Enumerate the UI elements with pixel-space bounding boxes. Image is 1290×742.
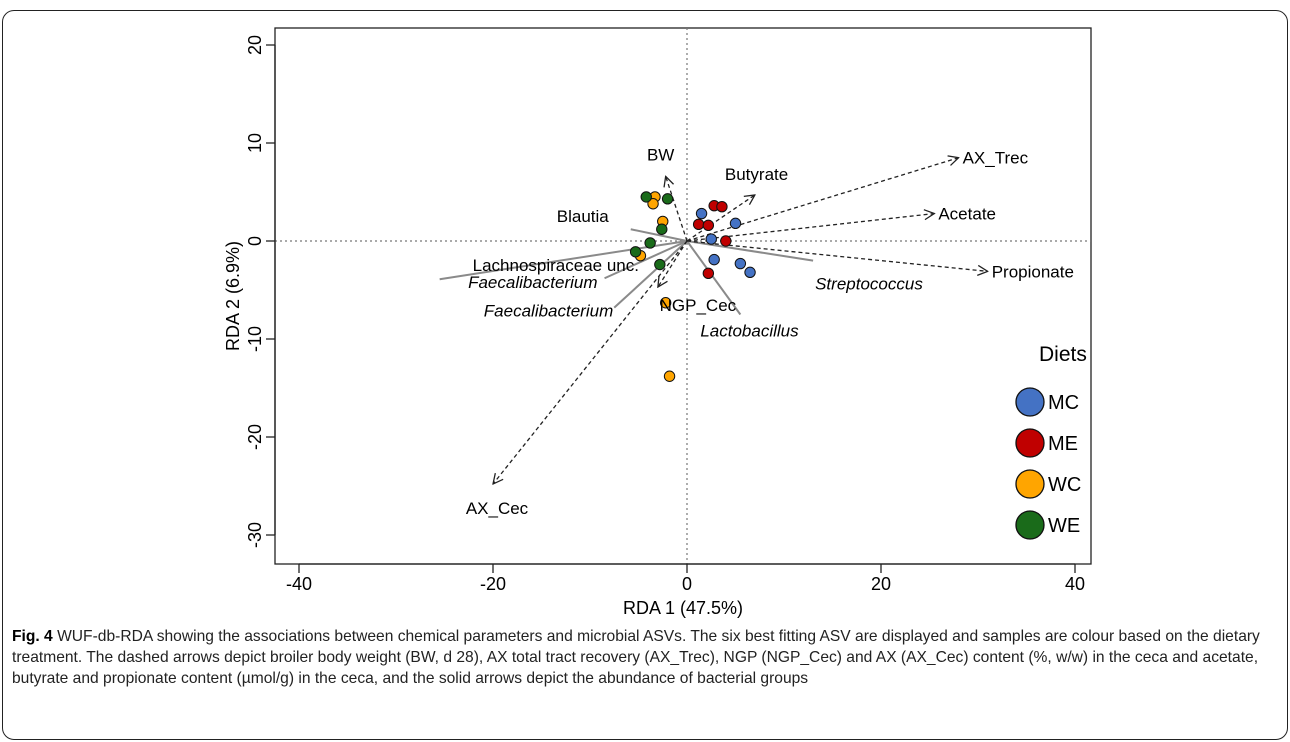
vector-streptococcus-11 (686, 240, 814, 262)
sample-points (629, 191, 756, 382)
solid-vectors (439, 228, 814, 316)
point-mc-5 (744, 266, 756, 279)
vector-bw (666, 176, 688, 242)
legend-marker-we (1015, 510, 1045, 540)
vector-ax-trec (686, 158, 959, 242)
vector-label-streptococcus-11: Streptococcus (815, 275, 923, 294)
point-we-4 (629, 246, 642, 258)
vector-ngp-cec (658, 240, 688, 287)
vector-lactobacillus-12 (686, 240, 742, 316)
point-mc-3 (708, 253, 720, 266)
y-tick-label: -20 (245, 424, 265, 450)
point-we-5 (654, 258, 666, 271)
point-wc-5 (663, 370, 676, 382)
y-axis-title: RDA 2 (6.9%) (223, 241, 243, 351)
point-mc-4 (734, 257, 747, 270)
point-mc-0 (695, 207, 708, 220)
point-we-0 (640, 191, 652, 203)
legend: Diets MC ME WC WE (1015, 343, 1087, 540)
vector-label-ax-cec-6: AX_Cec (466, 499, 529, 518)
legend-label-we: WE (1048, 515, 1080, 537)
vector-label-blautia-7: Blautia (557, 207, 610, 226)
vector-blautia-7 (630, 228, 688, 242)
y-axis: -30 -20 -10 0 10 20 (245, 35, 276, 548)
legend-marker-mc (1015, 387, 1045, 417)
caption-text: WUF-db-RDA showing the associations betw… (12, 628, 1260, 687)
y-tick-label: -10 (245, 326, 265, 352)
vector-label-lactobacillus-12: Lactobacillus (700, 322, 799, 341)
point-wc-1 (647, 198, 659, 210)
point-me-4 (720, 235, 732, 247)
x-tick-label: 20 (871, 574, 891, 594)
x-axis-title: RDA 1 (47.5%) (623, 598, 743, 618)
vector-label-faecalibacterium-10: Faecalibacterium (484, 302, 613, 321)
legend-title: Diets (1039, 343, 1087, 366)
point-me-2 (692, 218, 705, 231)
legend-label-mc: MC (1048, 392, 1079, 414)
dashed-vectors (493, 158, 988, 484)
legend-label-wc: WC (1048, 474, 1081, 496)
vector-label-bw-4: BW (647, 145, 674, 164)
vector-faecalibacterium-10 (613, 240, 688, 309)
legend-marker-wc (1015, 469, 1045, 499)
point-me-1 (716, 201, 728, 213)
legend-label-me: ME (1048, 433, 1078, 455)
vector-label-lachnospiraceae-unc-8: Lachnospiraceae unc. (473, 256, 639, 275)
vector-labels: AX_Trec Acetate Propionate Butyrate BW NGP_Ce… (466, 145, 1074, 518)
vector-label-faecalibacterium-9: Faecalibacterium (468, 273, 597, 292)
x-tick-label: 40 (1065, 574, 1085, 594)
y-tick-label: -30 (245, 522, 265, 548)
point-wc-4 (659, 297, 672, 309)
x-tick-label: -20 (480, 574, 506, 594)
vector-lachnospiraceae-unc-8 (439, 240, 688, 281)
x-tick-label: 0 (682, 574, 692, 594)
point-me-5 (702, 267, 715, 280)
rda-biplot: AX_Trec Acetate Propionate Butyrate BW NGP_Ce… (223, 27, 1092, 618)
vector-ax-cec (493, 240, 688, 484)
point-we-1 (661, 193, 674, 205)
point-mc-1 (729, 217, 742, 230)
point-we-2 (656, 223, 668, 235)
figure-caption: Fig. 4 WUF-db-RDA showing the associatio… (12, 626, 1274, 689)
vector-label-ax-trec-0: AX_Trec (963, 149, 1029, 168)
y-tick-label: 20 (245, 35, 265, 55)
vector-label-butyrate-3: Butyrate (725, 165, 788, 184)
y-tick-label: 10 (245, 133, 265, 153)
y-tick-label: 0 (245, 236, 265, 246)
point-we-3 (644, 237, 656, 249)
point-mc-2 (705, 233, 717, 245)
legend-marker-me (1015, 428, 1045, 458)
reference-lines (275, 28, 1091, 564)
vector-label-ngp-cec-5: NGP_Cec (660, 296, 737, 315)
point-me-3 (702, 219, 715, 232)
vector-label-acetate-1: Acetate (938, 205, 996, 224)
figure-frame (2, 10, 1288, 740)
vector-propionate (686, 240, 988, 271)
caption-figure-label: Fig. 4 (12, 628, 53, 645)
vector-label-propionate-2: Propionate (992, 262, 1074, 281)
vector-faecalibacterium-9 (604, 240, 688, 280)
x-axis: -40 -20 0 20 40 (286, 563, 1085, 594)
x-tick-label: -40 (286, 574, 312, 594)
